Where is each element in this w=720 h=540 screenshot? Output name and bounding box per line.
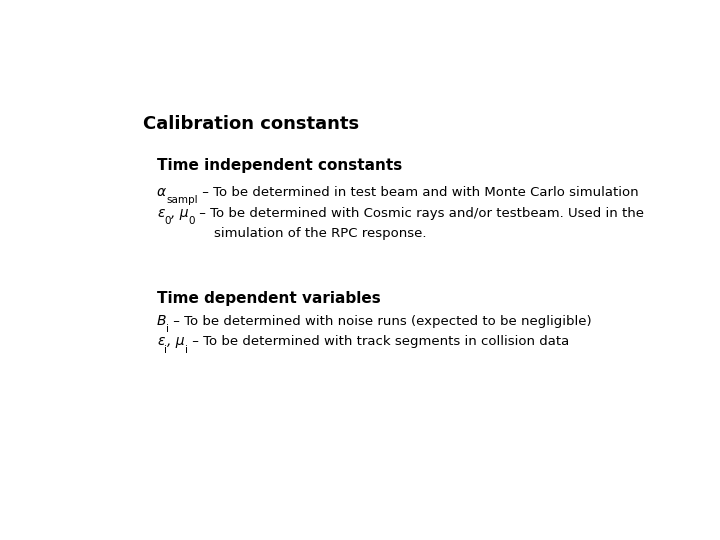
Text: , μ: , μ	[171, 206, 189, 220]
Text: simulation of the RPC response.: simulation of the RPC response.	[214, 227, 426, 240]
Text: – To be determined in test beam and with Monte Carlo simulation: – To be determined in test beam and with…	[198, 186, 639, 199]
Text: – To be determined with Cosmic rays and/or testbeam. Used in the: – To be determined with Cosmic rays and/…	[195, 207, 644, 220]
Text: Time dependent variables: Time dependent variables	[157, 292, 381, 306]
Text: B: B	[157, 314, 166, 328]
Text: – To be determined with noise runs (expected to be negligible): – To be determined with noise runs (expe…	[169, 315, 592, 328]
Text: 0: 0	[189, 216, 195, 226]
Text: α: α	[157, 185, 166, 199]
Text: – To be determined with track segments in collision data: – To be determined with track segments i…	[188, 335, 570, 348]
Text: 0: 0	[164, 216, 171, 226]
Text: ε: ε	[157, 206, 164, 220]
Text: i: i	[166, 324, 169, 334]
Text: Time independent constants: Time independent constants	[157, 158, 402, 173]
Text: i: i	[164, 345, 168, 355]
Text: Calibration constants: Calibration constants	[143, 114, 359, 133]
Text: , μ: , μ	[168, 334, 185, 348]
Text: sampl: sampl	[166, 195, 198, 205]
Text: i: i	[185, 345, 188, 355]
Text: ε: ε	[157, 334, 164, 348]
